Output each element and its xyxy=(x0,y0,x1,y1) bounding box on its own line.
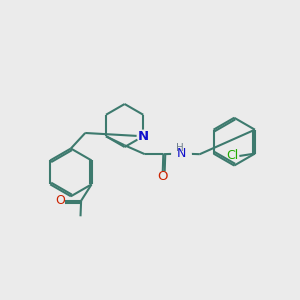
Text: Cl: Cl xyxy=(227,149,239,163)
Text: H: H xyxy=(176,143,184,153)
Text: N: N xyxy=(177,147,186,160)
Text: O: O xyxy=(55,194,65,207)
Text: N: N xyxy=(138,130,149,143)
Text: O: O xyxy=(158,170,168,183)
